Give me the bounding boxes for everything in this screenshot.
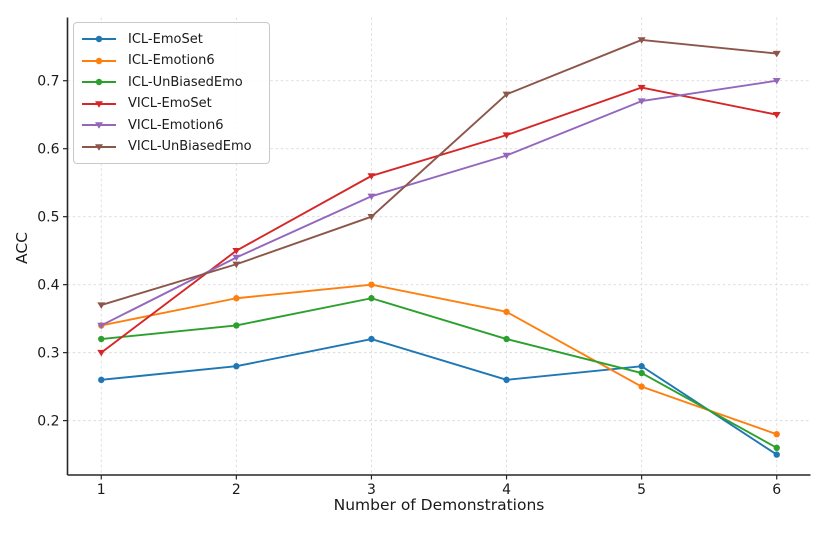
data-point-VICL-Emotion6-3	[367, 193, 376, 201]
y-tick-label: 0.7	[37, 74, 59, 90]
legend-item-VICL-EmoSet: VICL-EmoSet	[81, 94, 261, 114]
data-point-ICL-UnBiasedEmo-3	[368, 295, 375, 302]
series-line-VICL-Emotion6	[100, 79, 778, 327]
data-point-ICL-EmoSet-4	[503, 376, 510, 384]
legend-marker-triangle-down-icon	[95, 122, 103, 130]
legend-line-sample-circle-icon	[82, 57, 116, 64]
x-tick-label: 1	[97, 482, 106, 498]
data-point-ICL-Emotion6-6	[773, 431, 780, 438]
series-line-ICL-Emotion6	[100, 283, 778, 436]
legend-line-sample-circle-icon	[82, 35, 116, 43]
data-point-ICL-EmoSet-2	[233, 363, 240, 370]
y-tick-label: 0.5	[37, 210, 59, 226]
legend-line-sample-circle-icon	[82, 78, 116, 86]
data-point-ICL-UnBiasedEmo-6	[773, 444, 780, 452]
data-point-VICL-EmoSet-2	[232, 247, 241, 255]
legend-label: VICL-EmoSet	[128, 96, 212, 112]
data-point-ICL-EmoSet-6	[773, 451, 780, 458]
data-point-VICL-EmoSet-3	[367, 173, 376, 180]
data-point-ICL-EmoSet-1	[98, 376, 105, 384]
legend-item-VICL-UnBiasedEmo: VICL-UnBiasedEmo	[81, 137, 261, 157]
y-axis-label: ACC	[13, 232, 31, 264]
data-point-VICL-UnBiasedEmo-3	[367, 213, 376, 221]
data-point-VICL-UnBiasedEmo-5	[637, 37, 646, 44]
axis-layer: 1 2 3 4 5 6 0.2 0.3 0.4 0.5 0.6 0.7	[37, 17, 811, 498]
data-point-ICL-EmoSet-5	[638, 363, 645, 370]
series-line-ICL-UnBiasedEmo	[100, 297, 778, 449]
data-point-ICL-Emotion6-4	[503, 308, 510, 316]
data-point-VICL-EmoSet-1	[97, 349, 106, 357]
data-point-VICL-Emotion6-6	[772, 78, 781, 85]
legend-label: VICL-Emotion6	[128, 117, 224, 133]
legend-marker-circle-icon	[95, 35, 103, 43]
x-tick-label: 4	[502, 482, 511, 498]
legend-marker-triangle-down-icon	[95, 144, 103, 151]
y-tick-label: 0.4	[37, 278, 59, 294]
data-point-VICL-Emotion6-2	[232, 254, 241, 262]
legend-label: ICL-UnBiasedEmo	[128, 74, 243, 90]
legend-item-ICL-UnBiasedEmo: ICL-UnBiasedEmo	[81, 72, 261, 92]
series-line-VICL-UnBiasedEmo	[100, 38, 778, 307]
legend-line-sample-triangle-down-icon	[82, 101, 116, 108]
legend-marker-circle-icon	[95, 57, 103, 64]
data-point-ICL-UnBiasedEmo-5	[638, 369, 645, 377]
data-point-VICL-Emotion6-1	[97, 322, 106, 330]
legend-item-ICL-Emotion6: ICL-Emotion6	[81, 51, 261, 71]
legend-label: VICL-UnBiasedEmo	[128, 139, 252, 155]
grid-layer	[67, 17, 811, 475]
legend-item-VICL-Emotion6: VICL-Emotion6	[81, 115, 261, 135]
series-layer	[97, 37, 781, 458]
data-point-ICL-EmoSet-3	[368, 335, 375, 343]
data-point-ICL-UnBiasedEmo-2	[233, 322, 240, 329]
legend-marker-circle-icon	[95, 78, 103, 86]
legend-marker-triangle-down-icon	[95, 101, 103, 108]
legend-line-sample-triangle-down-icon	[82, 144, 116, 151]
legend-item-ICL-EmoSet: ICL-EmoSet	[81, 29, 261, 49]
x-tick-label: 5	[637, 482, 646, 498]
data-point-VICL-EmoSet-6	[772, 112, 781, 119]
data-point-VICL-UnBiasedEmo-2	[232, 261, 241, 269]
x-axis-label: Number of Demonstrations	[334, 496, 545, 514]
data-point-VICL-Emotion6-5	[637, 98, 646, 105]
x-tick-label: 3	[367, 482, 376, 498]
data-point-VICL-EmoSet-5	[637, 84, 646, 92]
legend-label: ICL-Emotion6	[128, 53, 215, 69]
y-tick-label: 0.3	[37, 346, 59, 362]
data-point-VICL-UnBiasedEmo-6	[772, 50, 781, 58]
data-point-VICL-Emotion6-4	[502, 152, 511, 160]
data-point-VICL-UnBiasedEmo-1	[97, 302, 106, 309]
x-tick-label: 2	[232, 482, 241, 498]
legend-line-sample-triangle-down-icon	[82, 122, 116, 130]
data-point-ICL-Emotion6-3	[368, 281, 375, 288]
legend-label: ICL-EmoSet	[128, 31, 203, 47]
y-tick-label: 0.2	[37, 414, 59, 430]
data-point-ICL-UnBiasedEmo-4	[503, 335, 510, 343]
data-point-ICL-Emotion6-5	[638, 383, 645, 390]
legend: ICL-EmoSet ICL-Emotion6 ICL-UnBiasedEmo VIC…	[73, 22, 270, 164]
x-tick-label: 6	[772, 482, 781, 498]
data-point-VICL-EmoSet-4	[502, 132, 511, 139]
series-line-ICL-EmoSet	[100, 338, 778, 456]
data-point-VICL-UnBiasedEmo-4	[502, 91, 511, 99]
y-tick-label: 0.6	[37, 142, 59, 158]
data-point-ICL-UnBiasedEmo-1	[98, 335, 105, 343]
data-point-ICL-Emotion6-2	[233, 295, 240, 302]
